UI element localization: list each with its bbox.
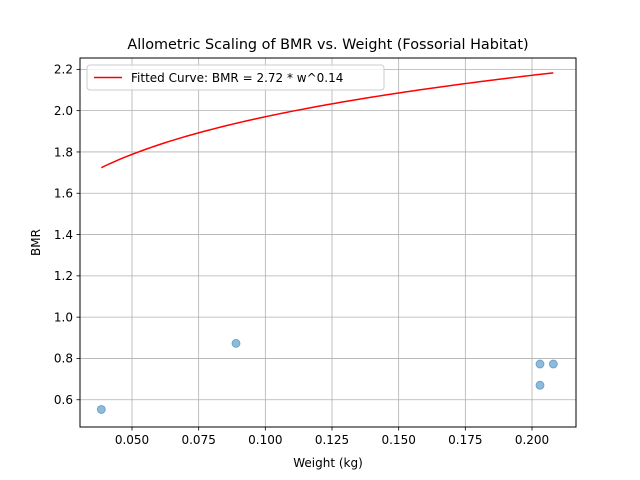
x-tick-label: 0.125 xyxy=(315,433,349,447)
y-tick-label: 1.8 xyxy=(54,145,73,159)
scatter-point xyxy=(96,404,106,414)
plot-frame xyxy=(79,57,577,428)
x-tick-label: 0.150 xyxy=(381,433,415,447)
scatter-point xyxy=(535,380,545,390)
x-tick-label: 0.075 xyxy=(181,433,215,447)
scatter-point xyxy=(535,359,545,369)
scatter-point xyxy=(548,359,558,369)
y-tick-label: 0.6 xyxy=(54,393,73,407)
plot-marks xyxy=(96,72,558,414)
x-tick-label: 0.175 xyxy=(448,433,482,447)
grid xyxy=(80,58,576,427)
x-tick-label: 0.200 xyxy=(515,433,549,447)
y-tick-label: 1.2 xyxy=(54,269,73,283)
y-tick-label: 0.8 xyxy=(54,352,73,366)
legend-box xyxy=(86,64,385,91)
x-tick-label: 0.050 xyxy=(115,433,149,447)
y-ticks: 0.6 0.8 1.0 1.2 1.4 1.6 1.8 2.0 2.2 xyxy=(54,63,80,407)
scatter-point xyxy=(231,338,241,348)
y-tick-label: 2.2 xyxy=(54,63,73,77)
fitted-curve-line xyxy=(101,72,554,169)
y-tick-label: 2.0 xyxy=(54,104,73,118)
x-ticks: 0.050 0.075 0.100 0.125 0.150 0.175 0.200 xyxy=(115,427,549,447)
legend: Fitted Curve: BMR = 2.72 * w^0.14 xyxy=(86,64,385,91)
y-tick-label: 1.4 xyxy=(54,228,73,242)
y-tick-label: 1.6 xyxy=(54,187,73,201)
chart-title: Allometric Scaling of BMR vs. Weight (Fo… xyxy=(127,37,528,53)
y-tick-label: 1.0 xyxy=(54,310,73,324)
legend-label: Fitted Curve: BMR = 2.72 * w^0.14 xyxy=(131,71,343,85)
x-tick-label: 0.100 xyxy=(248,433,282,447)
x-axis-label: Weight (kg) xyxy=(293,456,363,470)
y-axis-label: BMR xyxy=(29,229,43,256)
